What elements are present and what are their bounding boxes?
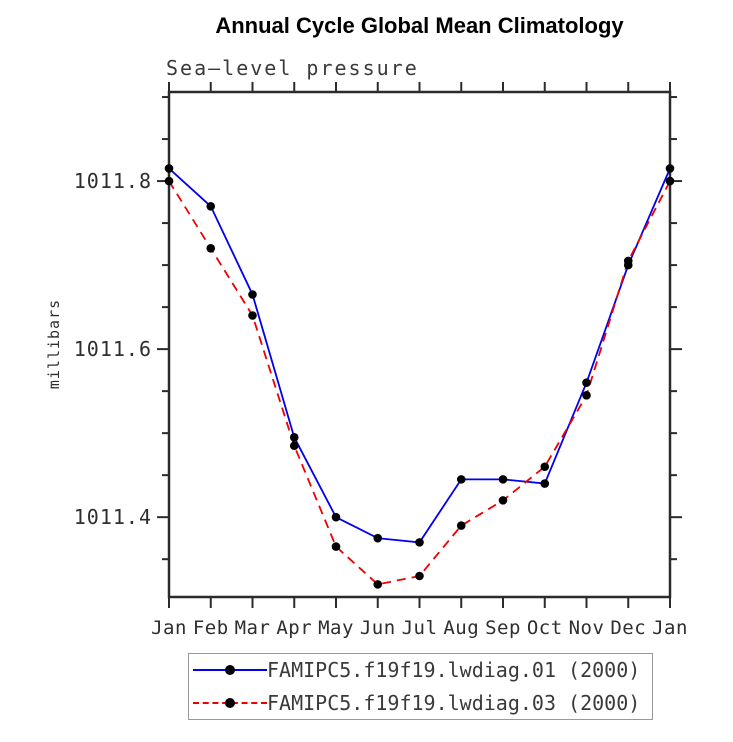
marker-dot-icon [225,697,235,708]
svg-text:Jul: Jul [402,617,438,639]
chart-title: Annual Cycle Global Mean Climatology [215,13,624,38]
svg-text:Aug: Aug [443,617,479,639]
svg-text:Feb: Feb [193,617,229,639]
svg-text:Jan: Jan [151,617,187,639]
svg-text:1011.6: 1011.6 [74,337,152,361]
chart-subtitle: Sea–level pressure [166,56,419,80]
svg-text:Nov: Nov [569,617,605,639]
svg-text:May: May [318,617,354,639]
svg-text:1011.4: 1011.4 [74,505,152,529]
legend-entry-1: FAMIPC5.f19f19.lwdiag.01 (2000) [189,654,652,686]
legend-label: FAMIPC5.f19f19.lwdiag.03 (2000) [267,690,641,715]
svg-text:Dec: Dec [610,617,646,639]
svg-text:Sep: Sep [485,617,521,639]
svg-text:Oct: Oct [527,617,563,639]
axis-ticks [157,82,682,608]
svg-text:Jun: Jun [360,617,396,639]
x-tick-labels: Jan Feb Mar Apr May Jun Jul Aug Sep Oct Nov Dec Jan [151,617,688,639]
chart-legend: FAMIPC5.f19f19.lwdiag.01 (2000) FAMIPC5.… [188,653,653,720]
svg-text:1011.8: 1011.8 [74,169,152,193]
plot-frame [167,90,672,599]
marker-dot-icon [225,665,235,676]
legend-label: FAMIPC5.f19f19.lwdiag.01 (2000) [267,658,641,683]
y-tick-labels: 1011.4 1011.6 1011.8 [74,169,152,529]
data-series [164,164,675,589]
svg-text:Mar: Mar [235,617,271,639]
svg-text:Apr: Apr [276,617,312,639]
svg-text:Jan: Jan [652,617,688,639]
legend-entry-2: FAMIPC5.f19f19.lwdiag.03 (2000) [189,687,652,719]
